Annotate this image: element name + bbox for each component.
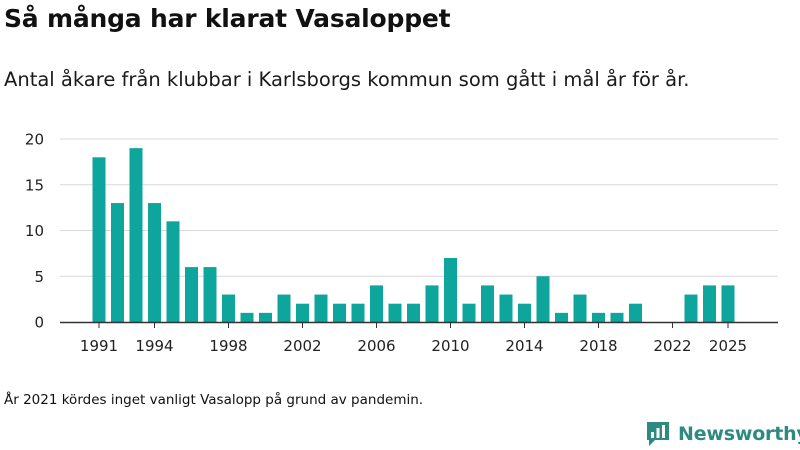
bar-2014 (518, 303, 531, 322)
bar-2001 (277, 294, 291, 322)
bar-2023 (684, 294, 698, 322)
x-tick-label: 2002 (283, 337, 321, 355)
x-tick-label: 1991 (80, 337, 118, 355)
bar-2002 (296, 303, 309, 322)
chart-subtitle: Antal åkare från klubbar i Karlsborgs ko… (4, 68, 690, 91)
x-tick-label: 2018 (579, 337, 617, 355)
bar-2025 (721, 285, 735, 322)
brand-logo: Newsworthy (644, 420, 800, 448)
bars (92, 148, 735, 322)
y-axis-tick-labels: 0 5 10 15 20 (25, 131, 44, 332)
grid-lines (60, 138, 778, 277)
bar-1997 (203, 267, 217, 322)
x-tick-label: 1994 (135, 337, 173, 355)
bar-1996 (185, 267, 198, 322)
bar-1993 (129, 148, 143, 322)
y-tick-label: 5 (34, 268, 44, 286)
bar-1991 (92, 157, 106, 322)
newsworthy-logo-icon (647, 422, 669, 446)
bar-1995 (166, 221, 180, 322)
bar-2016 (555, 312, 568, 322)
bar-1999 (240, 312, 254, 322)
bar-2011 (462, 303, 476, 322)
y-tick-label: 20 (25, 131, 44, 149)
bar-2015 (536, 276, 550, 322)
bar-2006 (370, 285, 383, 322)
bar-2007 (388, 303, 402, 322)
x-tick-label: 2014 (505, 337, 543, 355)
bar-2013 (499, 294, 513, 322)
x-tick-label: 2006 (357, 337, 395, 355)
bar-2000 (259, 312, 272, 322)
bar-2005 (351, 303, 365, 322)
bar-2003 (314, 294, 328, 322)
bar-2008 (407, 303, 420, 322)
bar-2019 (610, 312, 624, 322)
bar-2018 (592, 312, 605, 322)
footnote: År 2021 kördes inget vanligt Vasalopp på… (4, 392, 424, 408)
y-tick-label: 15 (25, 176, 44, 194)
x-tick-label: 2025 (709, 337, 747, 355)
y-tick-label: 0 (34, 314, 44, 332)
brand-name: Newsworthy (678, 423, 800, 445)
bar-2020 (629, 303, 642, 322)
y-tick-label: 10 (25, 222, 44, 240)
x-tick-label: 1998 (209, 337, 247, 355)
bar-2017 (573, 294, 587, 322)
chart-title: Så många har klarat Vasaloppet (4, 4, 451, 33)
x-axis-ticks: 1991 1994 1998 2002 2006 2010 2014 2018 2022 2025 (80, 322, 747, 355)
bar-2024 (703, 285, 716, 322)
bar-2012 (481, 285, 494, 322)
bar-chart: 0 5 10 15 20 1991 1994 1998 2002 2006 2010 2014 201… (25, 131, 778, 355)
bar-1992 (111, 203, 124, 322)
x-tick-label: 2010 (431, 337, 469, 355)
bar-2004 (333, 303, 346, 322)
bar-2009 (425, 285, 439, 322)
bar-1998 (222, 294, 235, 322)
bar-1994 (148, 203, 161, 322)
bar-2010 (444, 257, 457, 322)
x-tick-label: 2022 (653, 337, 691, 355)
